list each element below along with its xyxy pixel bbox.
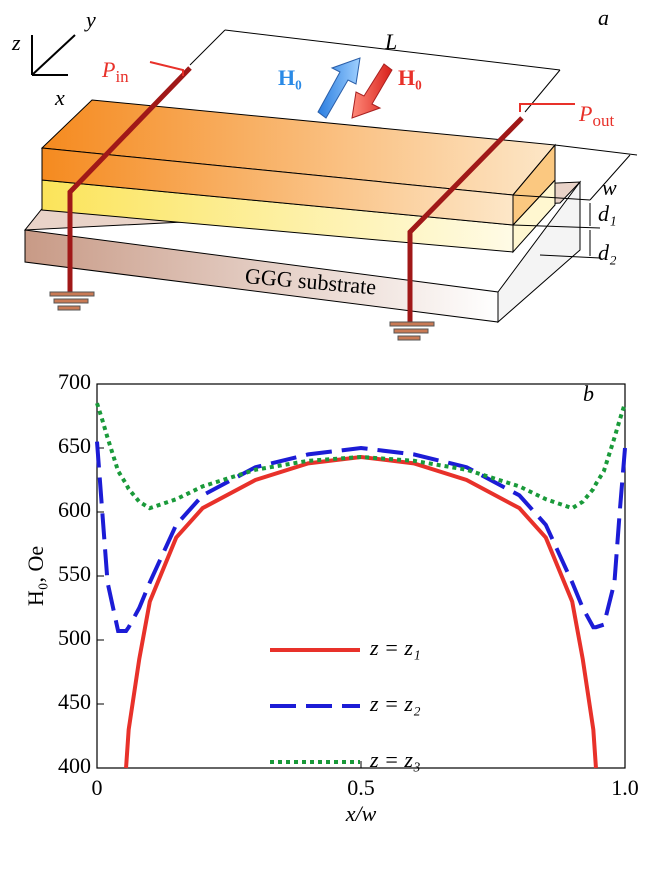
port-sub: out (592, 111, 614, 130)
x-tick-label: 0.5 (347, 775, 375, 800)
x-axis-label: x/w (345, 801, 377, 826)
y-tick-label: 700 (58, 369, 91, 394)
panel-label: b (583, 381, 594, 406)
series-line (97, 403, 625, 508)
y-tick-label: 550 (58, 561, 91, 586)
dimension-label: d₁ (598, 201, 617, 226)
y-tick-label: 650 (58, 433, 91, 458)
field-label: H₀ (278, 65, 302, 90)
ground-in (50, 292, 94, 310)
legend-label: z = z₁ (369, 635, 421, 660)
field-label: H₀ (398, 65, 422, 90)
legend-label: z = z₃ (369, 747, 421, 772)
dimension-label: L (384, 29, 397, 54)
x-tick-label: 0 (92, 775, 103, 800)
axis-y (32, 35, 75, 75)
axis-label: z (11, 30, 21, 55)
dim-line (525, 70, 560, 112)
plot: 400 450 500 550 600 650 700 0 0.5 1.0 x/w H₀, Oe b z … (23, 369, 639, 826)
y-tick-label: 600 (58, 497, 91, 522)
port-label: Pout (578, 101, 614, 130)
y-tick-label: 450 (58, 689, 91, 714)
axis-label: y (84, 7, 96, 32)
figure: z y x a L Pin Pout H₀ H₀ w d₁ d₂ GGG sub… (0, 0, 655, 884)
dim-line (190, 30, 225, 65)
port-label: Pin (101, 57, 129, 86)
dimension-label: w (602, 175, 617, 200)
y-tick-label: 500 (58, 625, 91, 650)
dim-line (555, 145, 637, 155)
dimension-label: d₂ (598, 240, 617, 265)
axis-label: x (54, 85, 65, 110)
legend-label: z = z₂ (369, 691, 421, 716)
panel-label: a (598, 5, 609, 30)
port-symbol: P (101, 57, 115, 82)
ground-out (390, 322, 434, 340)
plot-frame (97, 384, 625, 768)
p-in-arrow (150, 62, 183, 76)
port-sub: in (115, 67, 129, 86)
y-tick-label: 400 (58, 753, 91, 778)
port-symbol: P (578, 101, 592, 126)
y-axis-label: H₀, Oe (23, 546, 48, 606)
x-tick-label: 1.0 (611, 775, 639, 800)
